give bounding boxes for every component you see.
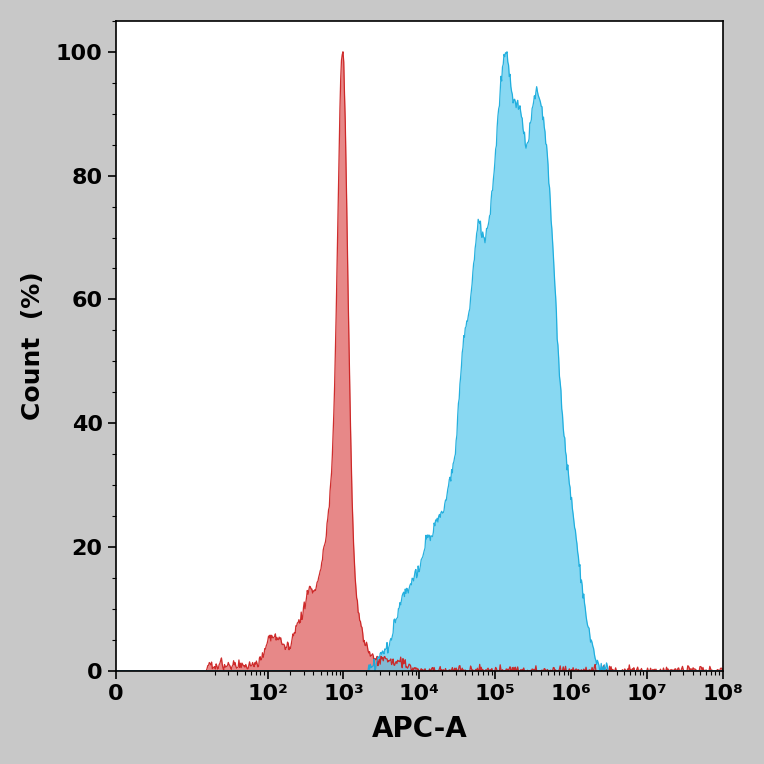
Y-axis label: Count  (%): Count (%) [21, 271, 45, 420]
X-axis label: APC-A: APC-A [371, 715, 467, 743]
